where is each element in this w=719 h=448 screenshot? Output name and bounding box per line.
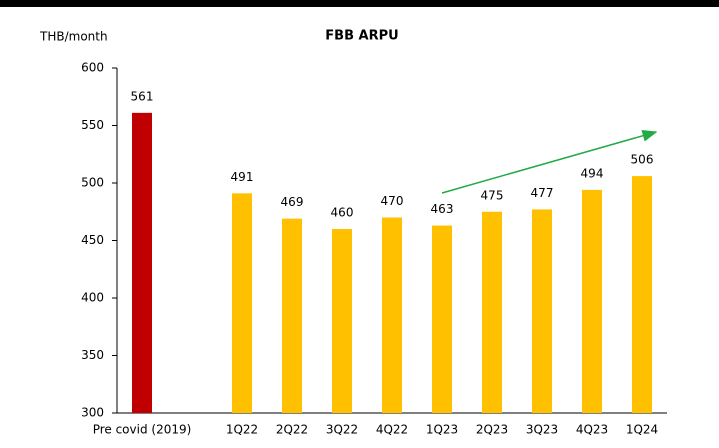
data-label: 477 [531,186,554,200]
data-label: 494 [581,166,604,180]
data-label: 460 [331,206,354,220]
x-tick-label: Pre covid (2019) [93,423,192,437]
y-tick-label: 350 [81,348,104,362]
y-tick-label: 600 [81,61,104,75]
x-tick-label: 4Q22 [376,423,408,437]
x-tick-label: 1Q23 [426,423,458,437]
y-tick-label: 500 [81,176,104,190]
data-label: 463 [431,202,454,216]
data-label: 561 [131,89,154,103]
data-label: 506 [631,153,654,167]
y-tick-label: 300 [81,406,104,420]
x-tick-label: 1Q22 [226,423,258,437]
x-tick-label: 3Q22 [326,423,358,437]
x-tick-label: 3Q23 [526,423,558,437]
bar [432,225,452,413]
x-tick-label: 4Q23 [576,423,608,437]
x-tick-label: 1Q24 [626,423,658,437]
y-axis-label: THB/month [39,30,108,44]
y-tick-label: 550 [81,118,104,132]
bar [482,211,502,413]
bar [382,217,402,413]
x-tick-label: 2Q23 [476,423,508,437]
bar [232,193,252,413]
y-tick-label: 400 [81,291,104,305]
data-label: 475 [481,188,504,202]
chart-title: FBB ARPU [325,29,398,44]
bar [582,189,602,413]
bar [632,176,652,413]
y-tick-label: 450 [81,233,104,247]
bar [132,112,152,413]
header-bar [0,0,719,7]
bar [532,209,552,413]
bar [282,218,302,413]
trend-arrow [441,129,658,194]
data-label: 469 [281,195,304,209]
x-tick-label: 2Q22 [276,423,308,437]
data-label: 491 [231,170,254,184]
bar [332,229,352,413]
data-label: 470 [381,194,404,208]
